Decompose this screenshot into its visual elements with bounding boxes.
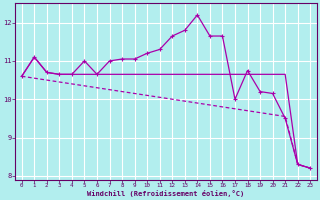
X-axis label: Windchill (Refroidissement éolien,°C): Windchill (Refroidissement éolien,°C) — [87, 190, 244, 197]
